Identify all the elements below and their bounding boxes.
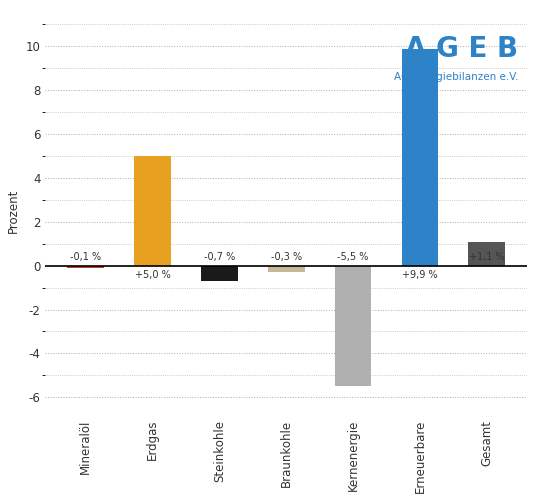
Text: AG Energiebilanzen e.V.: AG Energiebilanzen e.V. [394, 72, 518, 83]
Bar [402, 48, 438, 266]
Text: -0,1 %: -0,1 % [70, 252, 101, 262]
Bar [468, 242, 505, 266]
Y-axis label: Prozent: Prozent [7, 188, 20, 233]
Text: -5,5 %: -5,5 % [337, 252, 368, 262]
Text: +1,1 %: +1,1 % [469, 252, 505, 262]
Text: -0,7 %: -0,7 % [203, 252, 235, 262]
Bar [67, 266, 104, 268]
Bar [268, 266, 304, 272]
Text: +5,0 %: +5,0 % [135, 270, 170, 280]
Text: +9,9 %: +9,9 % [402, 270, 438, 280]
Bar [335, 266, 372, 386]
Bar [201, 266, 238, 281]
Bar [134, 156, 171, 266]
Text: -0,3 %: -0,3 % [271, 252, 302, 262]
Text: A G E B: A G E B [405, 35, 518, 63]
